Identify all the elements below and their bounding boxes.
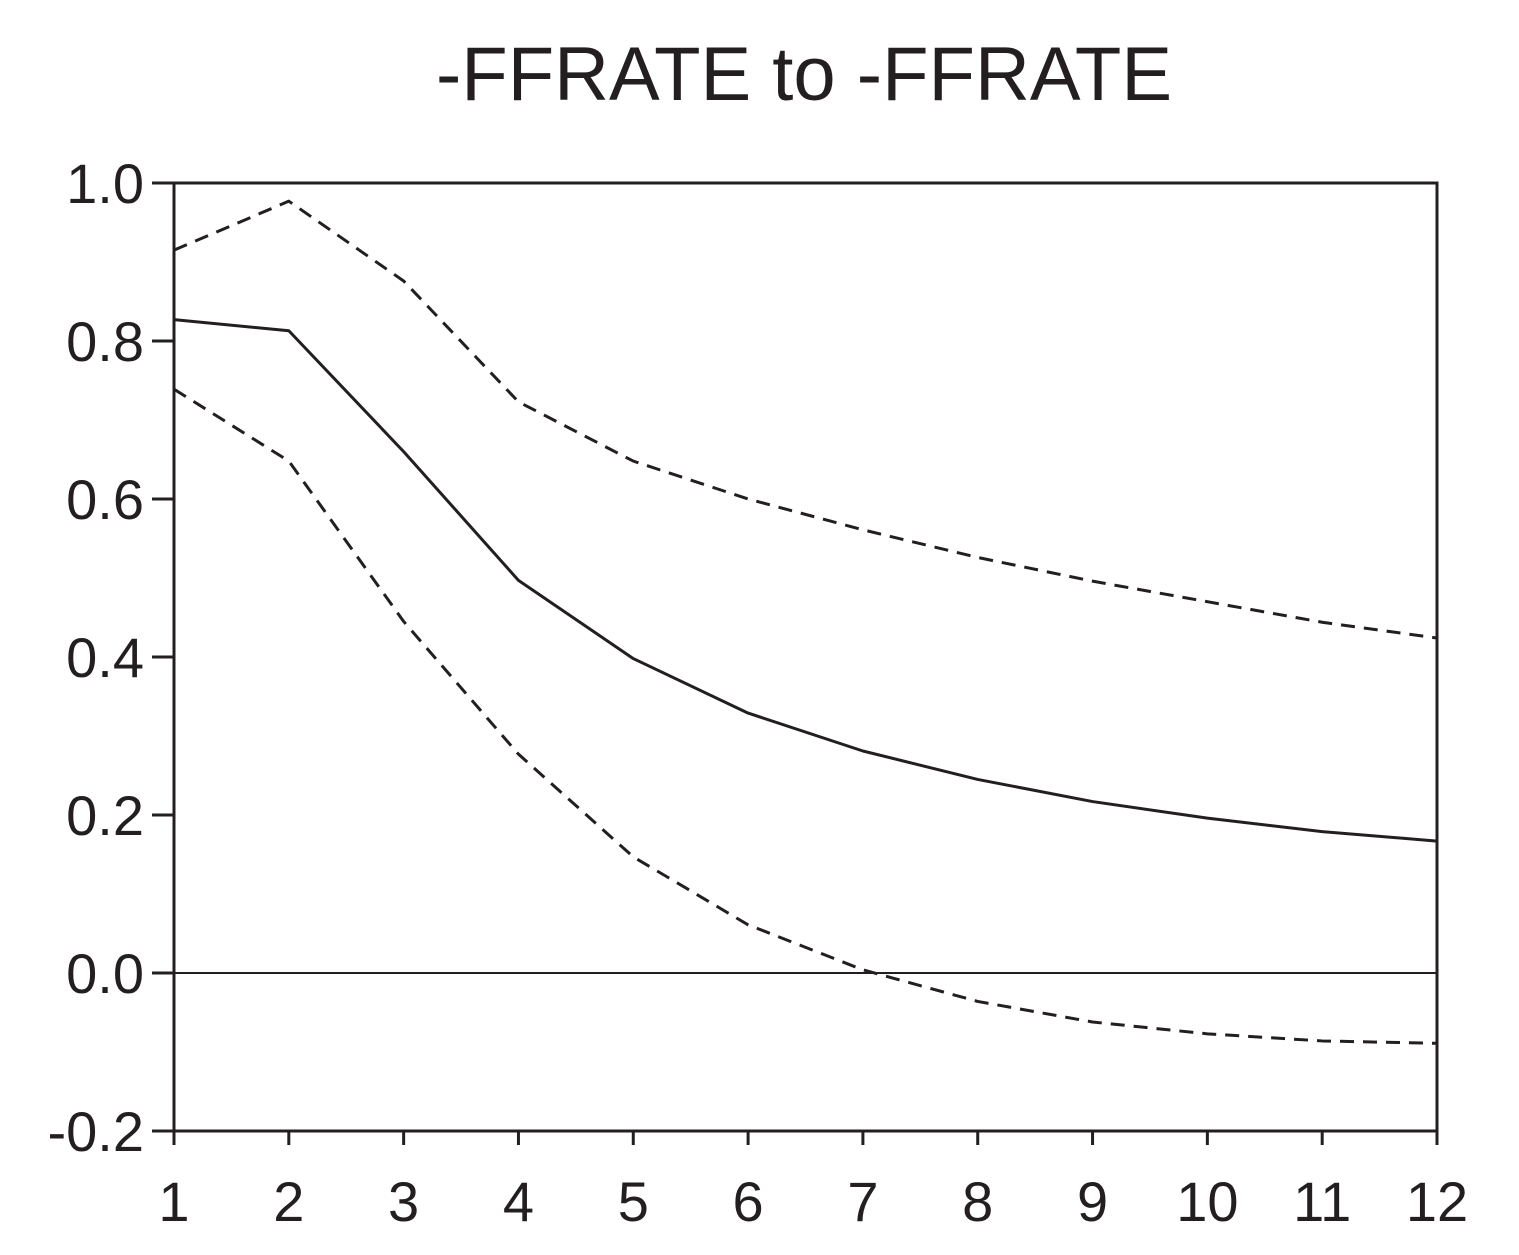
- y-tick-label: 0.6: [66, 468, 144, 531]
- y-tick-label: -0.2: [48, 1100, 145, 1163]
- x-tick-label: 11: [1293, 1170, 1351, 1233]
- x-tick-label: 8: [962, 1170, 993, 1233]
- y-tick-label: 0.2: [66, 784, 144, 847]
- x-tick-label: 6: [733, 1170, 764, 1233]
- x-tick-label: 1: [158, 1170, 189, 1233]
- lower-band-line: [173, 387, 1438, 1045]
- x-tick-label: 2: [273, 1170, 304, 1233]
- response-line: [173, 318, 1438, 843]
- x-tick-label: 4: [503, 1170, 534, 1233]
- plot-area: -0.20.00.20.40.60.81.01 2 3 4 5 6 7 8 9 10 11 12: [48, 152, 1469, 1233]
- x-tick-label: 5: [618, 1170, 649, 1233]
- x-tick-label: 12: [1406, 1170, 1468, 1233]
- x-tick-label: 10: [1176, 1170, 1238, 1233]
- upper-band-line: [173, 199, 1438, 640]
- x-tick-label: 7: [847, 1170, 878, 1233]
- y-tick-label: 0.4: [66, 626, 144, 689]
- y-tick-label: 0.8: [66, 310, 144, 373]
- x-tick-label: 9: [1077, 1170, 1108, 1233]
- x-tick-label: 3: [388, 1170, 419, 1233]
- y-tick-label: 1.0: [66, 152, 144, 215]
- chart-title: -FFRATE to -FFRATE: [436, 32, 1172, 117]
- plot-frame: [172, 181, 1439, 1133]
- y-tick-label: 0.0: [66, 942, 144, 1005]
